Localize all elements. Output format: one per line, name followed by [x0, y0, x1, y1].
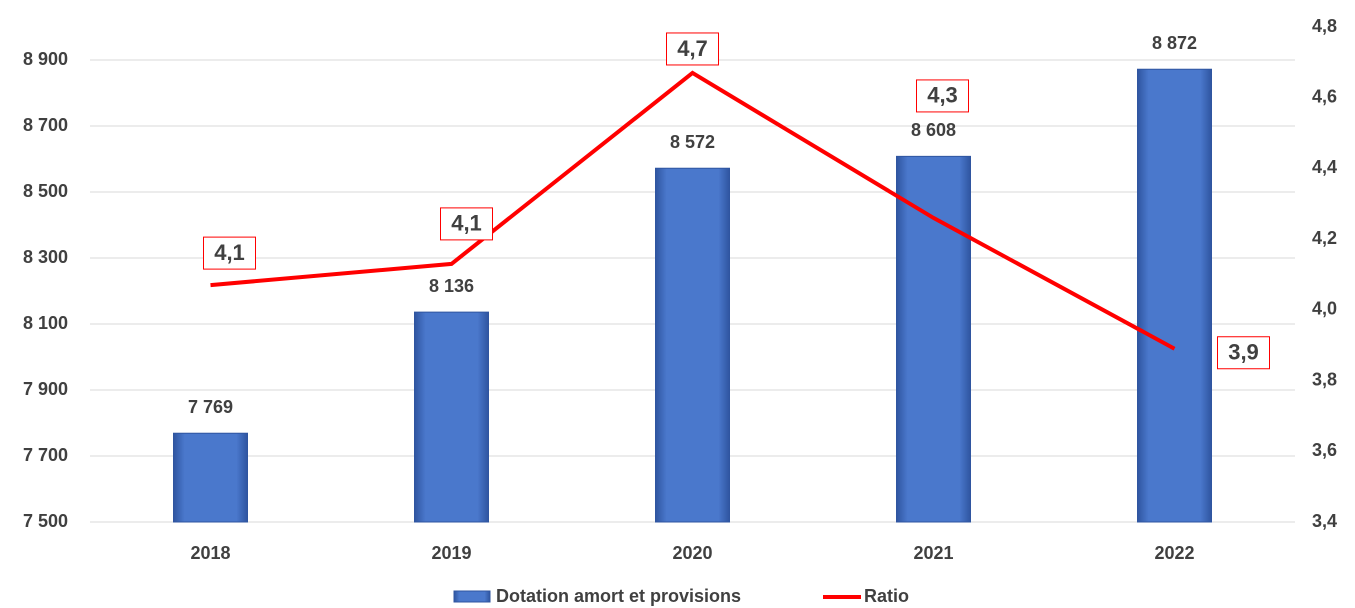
bar — [1137, 68, 1212, 523]
bar-value-label: 7 769 — [188, 397, 233, 417]
y2-tick-label: 4,0 — [1312, 299, 1337, 319]
bar-value-label: 8 136 — [429, 276, 474, 296]
ratio-label-box — [1217, 336, 1270, 370]
bar-value-label: 8 572 — [670, 132, 715, 152]
y2-tick-label: 3,4 — [1312, 511, 1337, 531]
ratio-value-label: 4,3 — [927, 83, 958, 108]
y2-tick-label: 4,6 — [1312, 86, 1337, 106]
ratio-value-label: 4,1 — [214, 240, 245, 265]
bar — [896, 155, 971, 523]
bar — [173, 432, 248, 523]
y2-tick-label: 3,8 — [1312, 369, 1337, 389]
y-tick-label: 7 700 — [23, 445, 68, 465]
bar-value-label: 8 608 — [911, 120, 956, 140]
y2-tick-label: 3,6 — [1312, 440, 1337, 460]
y-tick-label: 8 500 — [23, 181, 68, 201]
bar — [414, 311, 489, 523]
x-tick-label: 2021 — [913, 543, 953, 563]
y2-tick-label: 4,4 — [1312, 157, 1337, 177]
x-tick-label: 2022 — [1154, 543, 1194, 563]
y-tick-label: 7 900 — [23, 379, 68, 399]
bar-value-label: 8 872 — [1152, 33, 1197, 53]
legend-label: Dotation amort et provisions — [496, 586, 741, 606]
ratio-value-label: 4,1 — [451, 211, 482, 236]
ratio-value-label: 3,9 — [1228, 340, 1259, 365]
y2-tick-label: 4,8 — [1312, 16, 1337, 36]
y-tick-label: 8 900 — [23, 49, 68, 69]
ratio-line — [210, 70, 1176, 351]
y2-tick-label: 4,2 — [1312, 228, 1337, 248]
bar — [655, 167, 730, 523]
legend-label: Ratio — [864, 586, 909, 606]
y-tick-label: 7 500 — [23, 511, 68, 531]
ratio-label-box — [203, 236, 256, 270]
ratio-value-label: 4,7 — [677, 36, 708, 61]
x-tick-label: 2020 — [672, 543, 712, 563]
ratio-label-box — [916, 79, 969, 113]
x-tick-label: 2019 — [431, 543, 471, 563]
ratio-label-box — [666, 32, 719, 66]
x-tick-label: 2018 — [190, 543, 230, 563]
y-tick-label: 8 100 — [23, 313, 68, 333]
y-tick-label: 8 300 — [23, 247, 68, 267]
legend-swatch-bar — [453, 590, 491, 603]
y-tick-label: 8 700 — [23, 115, 68, 135]
ratio-label-box — [440, 207, 493, 241]
